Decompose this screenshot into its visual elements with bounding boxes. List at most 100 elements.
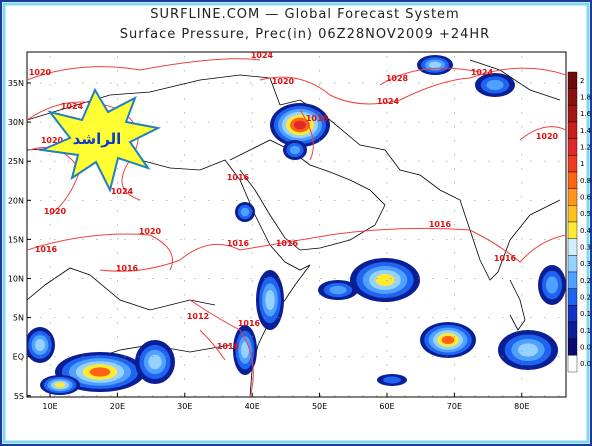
colorbar-label: 1.4 [580, 127, 592, 135]
lat-label: 5N [13, 314, 24, 323]
lon-label: 30E [177, 402, 192, 411]
colorbar-label: 1.6 [580, 110, 592, 118]
precip-area [546, 276, 558, 294]
colorbar-label: 0.6 [580, 194, 592, 202]
colorbar-label: 0.3 [580, 260, 591, 268]
colorbar-cell [567, 105, 578, 123]
isobar [299, 109, 314, 161]
lon-label: 10E [42, 402, 57, 411]
isobar [379, 67, 481, 86]
isobar [199, 329, 226, 361]
precip-area [383, 376, 401, 384]
colorbar-label: 0.25 [580, 277, 592, 285]
lat-label: 20N [8, 196, 24, 205]
lon-label: 60E [379, 402, 394, 411]
isobar-label: 1020 [29, 68, 52, 77]
isobar [27, 233, 173, 271]
lon-label: 80E [514, 402, 529, 411]
colorbar-cell [567, 188, 578, 206]
colorbar-cell [567, 138, 578, 156]
lat-label: 15N [8, 235, 24, 244]
isobar-label: 1016 [238, 319, 261, 328]
precip-area [294, 120, 306, 130]
colorbar-label: 0.5 [580, 210, 591, 218]
isobar [519, 126, 566, 141]
isobar-label: 1016 [227, 173, 250, 182]
lon-label: 40E [245, 402, 260, 411]
colorbar-label: 1.8 [580, 94, 591, 102]
badge-star [38, 87, 162, 193]
precip-area [429, 61, 441, 69]
coastline [27, 74, 281, 121]
colorbar-cell [567, 88, 578, 106]
map [27, 55, 566, 397]
colorbar-label: 1 [580, 160, 584, 168]
isobar-label: 1016 [306, 114, 329, 123]
lat-label: EQ [13, 353, 24, 362]
precip-area [89, 367, 111, 377]
colorbar-cell [567, 121, 578, 139]
coastline [229, 139, 386, 251]
isobar-label: 1020 [44, 207, 67, 216]
isobar-label: 1012 [187, 312, 209, 321]
colorbar-cell [567, 171, 578, 189]
precip-area [54, 382, 66, 388]
isobar-label: 1024 [251, 51, 274, 60]
isobar-label: 1016 [217, 342, 240, 351]
colorbar-cell [567, 71, 578, 89]
colorbar-label: 0.01 [580, 360, 592, 368]
isobar-label: 1016 [494, 254, 517, 263]
colorbar-label: 0.35 [580, 244, 592, 252]
colorbar-cell [567, 321, 578, 339]
precip-area [329, 285, 347, 295]
lat-label: 10N [8, 275, 24, 284]
isobar-label: 1020 [536, 132, 559, 141]
isobar [99, 227, 566, 272]
lat-label: 30N [8, 118, 24, 127]
lon-label: 20E [110, 402, 125, 411]
colorbar-cell [567, 355, 578, 373]
isobar-label: 1016 [276, 239, 299, 248]
colorbar-cell [567, 338, 578, 356]
precip-area [441, 335, 455, 345]
lat-label: 5S [14, 392, 24, 401]
isobar-label: 1024 [61, 102, 84, 111]
colorbar-label: 0.4 [580, 227, 592, 235]
colorbar-label: 0.15 [580, 310, 592, 318]
overlay: 1020 1024 1020 1024 1020 1020 1016 1016 1024 1020… [8, 51, 592, 411]
lat-label: 25N [8, 157, 24, 166]
isobar-label: 1020 [272, 77, 295, 86]
colorbar-cell [567, 155, 578, 173]
precip-area [35, 339, 45, 351]
colorbar-cell [567, 205, 578, 223]
isobar-label: 1024 [111, 187, 134, 196]
colorbar-cell [567, 238, 578, 256]
isobar-label: 1028 [386, 74, 409, 83]
precip-area [265, 290, 275, 310]
colorbar-cell [567, 221, 578, 239]
isobar-label: 1016 [227, 239, 250, 248]
colorbar-cell [567, 288, 578, 306]
colorbar-label: 1.2 [580, 144, 591, 152]
lon-label: 70E [447, 402, 462, 411]
coastline [469, 59, 561, 101]
isobar [27, 58, 261, 81]
subtitle: Surface Pressure, Prec(in) 06Z28NOV2009 … [120, 27, 490, 42]
colorbar-cell [567, 305, 578, 323]
precip-area [289, 145, 301, 155]
colorbar-label: 0.2 [580, 294, 591, 302]
coastline [279, 99, 561, 281]
lat-label: 35N [8, 79, 24, 88]
colorbar-cell [567, 255, 578, 273]
isobar-label: 1016 [35, 245, 58, 254]
precip-area [518, 343, 538, 357]
isobar [189, 299, 254, 397]
colorbar-label: 0.05 [580, 344, 592, 352]
lon-label: 50E [312, 402, 327, 411]
colorbar-label: 2 [580, 77, 584, 85]
isobar-label: 1016 [116, 264, 139, 273]
isobar-label: 1020 [41, 136, 64, 145]
precip-area [486, 79, 504, 91]
title: SURFLINE.COM — Global Forecast System [150, 7, 459, 22]
